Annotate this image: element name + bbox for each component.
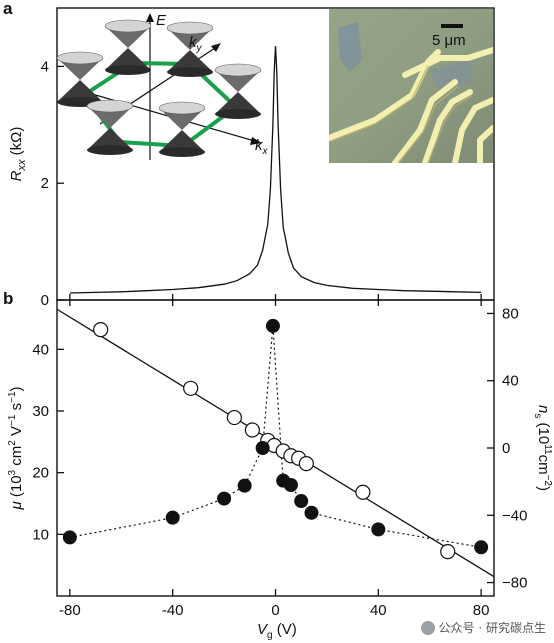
watermark: 公众号 · 研究碳点生 xyxy=(420,619,546,636)
mobility-dotted-line xyxy=(69,325,482,548)
panel-b-x-tick-label: 40 xyxy=(370,602,387,619)
lower-cone xyxy=(215,92,261,114)
panel-b-left-axis-title: μ (103 cm2 V−1 s−1) xyxy=(7,386,25,510)
panel-a-label: a xyxy=(3,0,13,18)
panel-b-x-tick-label: 80 xyxy=(473,602,490,619)
lower-cone xyxy=(105,48,151,70)
carrier-density-point xyxy=(226,409,242,426)
lower-cone xyxy=(167,50,213,72)
panel-b-left-y-tick-label: 10 xyxy=(32,526,49,543)
dirac-cone-lattice-inset: E ky kx xyxy=(56,12,269,160)
carrier-density-point xyxy=(244,422,260,438)
carrier-density-point xyxy=(183,380,199,396)
lower-cone-rim xyxy=(105,65,151,75)
panel-b-x-tick-label: -40 xyxy=(162,602,184,619)
panel-a-y-axis-title: Rxx (kΩ) xyxy=(8,127,28,182)
panel-b-left-y-axis: 10 20 30 40 xyxy=(32,341,64,543)
lower-cone-rim xyxy=(215,109,261,119)
dirac-cone-icon xyxy=(214,63,262,119)
dirac-cone-icon xyxy=(56,51,104,107)
graphene-flake-2 xyxy=(430,60,472,95)
device-micrograph-inset: 5 μm xyxy=(329,9,493,163)
watermark-text: 公众号 · 研究碳点生 xyxy=(438,621,546,635)
panel-b-right-y-tick-label: −80 xyxy=(502,575,527,592)
kx-axis-arrow xyxy=(250,137,262,145)
panel-b-right-y-tick-label: −40 xyxy=(502,507,527,524)
carrier-density-point xyxy=(298,456,314,472)
upper-cone-rim xyxy=(86,99,134,113)
graphene-flake xyxy=(338,22,362,72)
panel-b-x-tick-label: -80 xyxy=(59,602,81,619)
mobility-point xyxy=(283,478,298,492)
dirac-cone-icon xyxy=(86,99,134,155)
upper-cone-rim xyxy=(214,63,262,77)
panel-a-y-tick-label: 4 xyxy=(41,58,49,75)
kx-axis-label: kx xyxy=(255,137,269,157)
e-axis-arrow xyxy=(146,13,154,22)
resistance-curve xyxy=(69,45,482,294)
mobility-point xyxy=(294,494,309,509)
panel-b-right-y-axis: −80 −40 0 40 80 xyxy=(487,305,527,592)
upper-cone-rim xyxy=(158,101,206,115)
e-axis-label: E xyxy=(156,12,167,29)
dirac-cones xyxy=(56,19,262,157)
scale-bar xyxy=(441,24,463,28)
lower-cone-rim xyxy=(167,67,213,77)
panel-b-x-axis: -80 -40 0 40 80 xyxy=(59,300,489,619)
mobility-point xyxy=(217,491,232,506)
upper-cone-rim xyxy=(56,51,104,65)
dirac-cone-icon xyxy=(104,19,152,75)
panel-b-right-axis-title: ns (1011cm−2) xyxy=(532,405,553,491)
panel-b-right-y-tick-label: 40 xyxy=(502,373,519,390)
panel-b-left-y-tick-label: 20 xyxy=(32,465,49,482)
lower-cone xyxy=(57,80,103,102)
upper-cone-rim xyxy=(104,19,152,33)
panel-b-left-y-tick-label: 30 xyxy=(32,403,49,420)
mobility-point xyxy=(265,318,280,333)
lower-cone-rim xyxy=(159,147,205,157)
mobility-point xyxy=(371,522,386,537)
dirac-cone-icon xyxy=(158,101,206,157)
panel-a-y-tick-label: 2 xyxy=(41,175,49,192)
upper-cone-rim xyxy=(166,21,214,35)
mobility-point xyxy=(474,540,489,555)
panel-b-plot-area xyxy=(56,308,495,578)
gold-electrodes xyxy=(329,47,493,163)
ky-axis-label: ky xyxy=(189,34,203,54)
lower-cone xyxy=(87,128,133,150)
ky-axis-arrow xyxy=(211,43,221,52)
panel-b-label: b xyxy=(3,289,13,308)
panel-b-right-y-tick-label: 80 xyxy=(502,305,519,322)
panel-b-x-tick-label: 0 xyxy=(271,602,279,619)
mobility-point xyxy=(255,441,270,455)
panel-b-left-y-tick-label: 40 xyxy=(32,341,49,358)
panel-a-y-tick-label: 0 xyxy=(41,292,49,309)
panel-b-right-y-tick-label: 0 xyxy=(502,440,510,457)
mobility-point xyxy=(62,530,77,545)
panel-b-x-axis-title: Vg (V) xyxy=(257,621,297,641)
mobility-point xyxy=(304,505,319,520)
scale-bar-label: 5 μm xyxy=(432,32,466,49)
lower-cone-rim xyxy=(87,145,133,155)
carrier-density-point xyxy=(355,484,371,500)
lower-cone xyxy=(159,130,205,152)
mobility-point xyxy=(237,478,252,493)
mobility-point xyxy=(165,510,180,525)
carrier-density-point xyxy=(93,322,109,338)
wechat-icon xyxy=(420,620,435,635)
carrier-density-point xyxy=(440,543,456,560)
dirac-cone-icon xyxy=(166,21,214,77)
